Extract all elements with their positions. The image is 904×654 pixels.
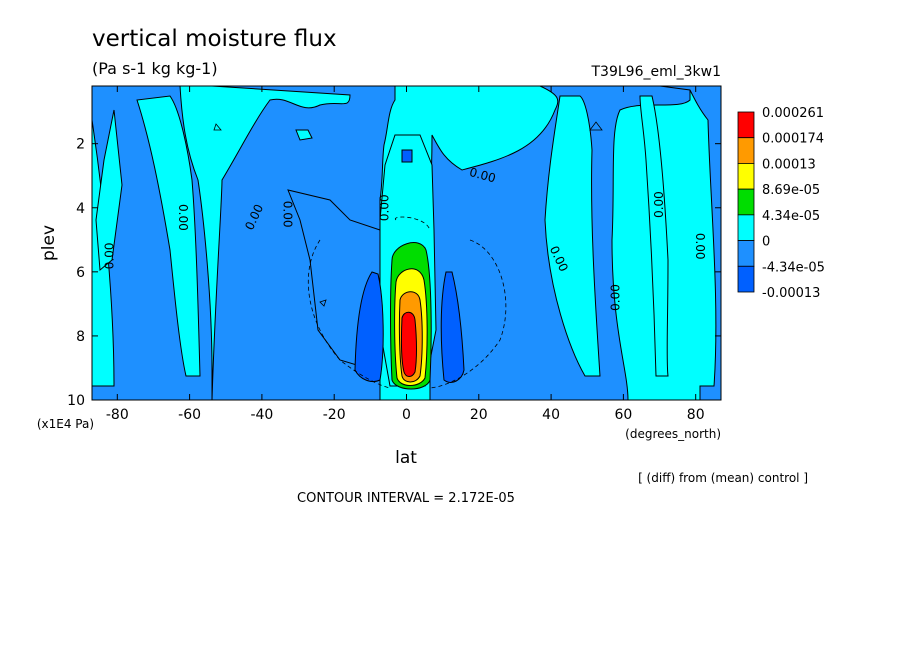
contour-label: 0.00: [281, 201, 295, 228]
y-axis-title: plev: [39, 225, 59, 261]
dashed-contours: [307, 216, 507, 389]
x-axis-title: lat: [395, 448, 417, 468]
colorbar-legend: 0.000261 0.000174 0.00013 8.69e-05 4.34e-05 0…: [737, 106, 825, 301]
legend-swatch: [737, 240, 755, 267]
x-tick-label: 60: [614, 407, 632, 423]
y-tick-label: 10: [67, 393, 85, 409]
x-axis-units: (degrees_north): [625, 427, 721, 441]
x-tick-label: 80: [687, 407, 705, 423]
y-axis-ticks: 2 4 6 8 10: [67, 137, 721, 409]
contour-label: 0.00: [103, 242, 117, 269]
legend-label: 0.00013: [762, 157, 816, 172]
x-tick-label: -60: [178, 407, 201, 423]
diff-note: [ (diff) from (mean) control ]: [638, 471, 808, 485]
chart-title: vertical moisture flux: [92, 26, 337, 52]
legend-label: 4.34e-05: [762, 209, 820, 224]
contour-label: 0.00: [652, 191, 666, 218]
solid-contours: [213, 121, 603, 307]
contour-label: 0.00: [609, 284, 623, 311]
legend-label: 0: [762, 235, 770, 250]
chart-units: (Pa s-1 kg kg-1): [92, 59, 218, 78]
legend-label: 0.000261: [762, 106, 824, 121]
y-tick-label: 8: [76, 329, 85, 345]
y-tick-label: 6: [76, 265, 85, 281]
legend-label: 8.69e-05: [762, 183, 820, 198]
legend-swatch: [737, 137, 755, 164]
y-tick-label: 4: [76, 201, 85, 217]
positive-plume: [390, 242, 432, 390]
x-tick-label: -20: [323, 407, 346, 423]
contour-interval: CONTOUR INTERVAL = 2.172E-05: [297, 491, 515, 506]
x-tick-label: 0: [402, 407, 411, 423]
legend-swatch: [737, 265, 755, 293]
x-tick-label: 20: [470, 407, 488, 423]
y-axis-units: (x1E4 Pa): [37, 417, 94, 431]
x-axis-ticks: -80 -60 -40 -20 0 20 40 60 80: [106, 86, 705, 423]
legend-label: -0.00013: [762, 286, 820, 301]
contour-label: 0.00: [176, 204, 190, 231]
x-tick-label: -40: [250, 407, 273, 423]
legend-swatch: [737, 214, 755, 241]
legend-swatch: [737, 163, 755, 190]
contour-label: 0.00: [468, 165, 497, 185]
x-tick-label: -80: [106, 407, 129, 423]
legend-swatch: [737, 111, 755, 139]
legend-label: -4.34e-05: [762, 260, 825, 275]
x-tick-label: 40: [542, 407, 560, 423]
run-label: T39L96_eml_3kw1: [591, 64, 722, 80]
plot-area: [92, 86, 721, 400]
contour-label: 0.00: [377, 194, 391, 221]
contour-label: 0.00: [693, 233, 707, 260]
legend-label: 0.000174: [762, 132, 824, 147]
y-tick-label: 2: [76, 137, 85, 153]
strong-negative-regions: [354, 149, 465, 383]
legend-swatch: [737, 188, 755, 216]
